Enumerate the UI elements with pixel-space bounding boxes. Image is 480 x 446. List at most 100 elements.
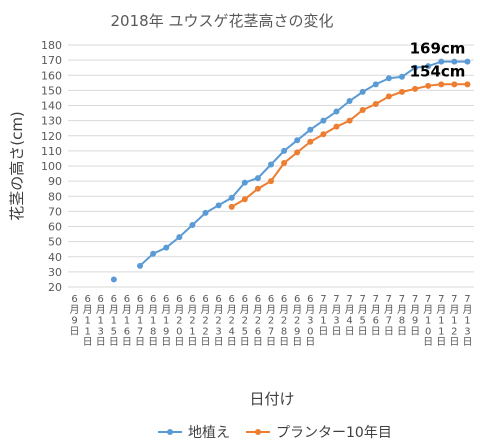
- data-point: [241, 196, 248, 203]
- data-point: [464, 81, 471, 88]
- data-point: [268, 178, 274, 185]
- data-point: [372, 81, 379, 88]
- data-point: [150, 250, 157, 257]
- y-tick-label: 100: [41, 160, 62, 173]
- y-tick-label: 170: [41, 54, 62, 67]
- data-point: [359, 107, 366, 114]
- y-tick-label: 70: [48, 205, 62, 218]
- data-point: [425, 63, 432, 70]
- y-tick-label: 130: [41, 115, 62, 128]
- y-axis: 20 30 40 50 60 70 80 90 100 110 120 130 140 150 160 170…: [41, 39, 62, 294]
- legend-label: 地植え: [188, 425, 230, 441]
- annotation-label: 154cm: [410, 62, 466, 80]
- y-tick-label: 20: [48, 281, 62, 294]
- legend-marker: [255, 429, 261, 435]
- data-point: [163, 244, 170, 251]
- data-point: [333, 108, 340, 115]
- data-point: [268, 161, 274, 168]
- annotations: 169cm 154cm: [410, 40, 466, 81]
- data-point: [215, 202, 222, 209]
- legend: 地植え プランター10年目: [158, 425, 392, 441]
- legend-label: プランター10年目: [276, 425, 392, 441]
- data-point: [438, 58, 445, 65]
- data-point: [320, 117, 327, 124]
- data-point: [189, 221, 196, 228]
- x-axis-label: 日付け: [249, 390, 294, 408]
- data-point: [412, 85, 419, 92]
- data-point: [398, 88, 405, 95]
- y-axis-label: 花茎の高さ(cm): [8, 111, 26, 221]
- legend-item: プランター10年目: [246, 425, 392, 441]
- legend-item: 地植え: [158, 425, 230, 441]
- plot-series: [110, 58, 471, 283]
- data-point: [254, 185, 261, 192]
- y-tick-label: 60: [48, 221, 62, 234]
- data-point: [464, 58, 471, 65]
- data-point: [281, 147, 288, 154]
- data-point: [176, 234, 183, 241]
- data-point: [202, 209, 209, 216]
- y-tick-label: 180: [41, 39, 62, 52]
- data-point: [438, 81, 445, 88]
- data-point: [359, 88, 366, 95]
- data-point: [307, 138, 314, 145]
- data-point: [307, 126, 314, 133]
- data-point: [333, 123, 340, 130]
- data-point: [294, 149, 301, 156]
- y-tick-label: 90: [48, 175, 62, 188]
- data-point: [228, 203, 235, 210]
- data-point: [110, 276, 117, 283]
- data-point: [346, 97, 353, 104]
- data-point: [346, 117, 353, 124]
- annotation-label: 169cm: [410, 40, 466, 58]
- y-tick-label: 40: [48, 251, 62, 264]
- x-axis: 6 月 9 日6 月 1 1 日6 月 1 3 日6 月 1 5 日6 月 1 6 日6 月 1 7 日6 月 1 8 日6 月 1 9 日6…: [70, 294, 473, 348]
- data-point: [398, 73, 405, 80]
- data-point: [320, 131, 327, 138]
- data-point: [228, 194, 235, 201]
- data-point: [254, 175, 261, 182]
- data-point: [412, 64, 419, 71]
- data-point: [425, 82, 432, 89]
- data-point: [451, 58, 458, 65]
- y-tick-label: 110: [41, 145, 62, 158]
- data-point: [385, 93, 392, 100]
- data-point: [294, 137, 301, 144]
- data-point: [137, 262, 144, 269]
- data-point: [281, 159, 288, 166]
- legend-marker: [167, 429, 173, 435]
- y-tick-label: 120: [41, 130, 62, 143]
- series-1: [110, 58, 471, 283]
- y-tick-label: 150: [41, 84, 62, 97]
